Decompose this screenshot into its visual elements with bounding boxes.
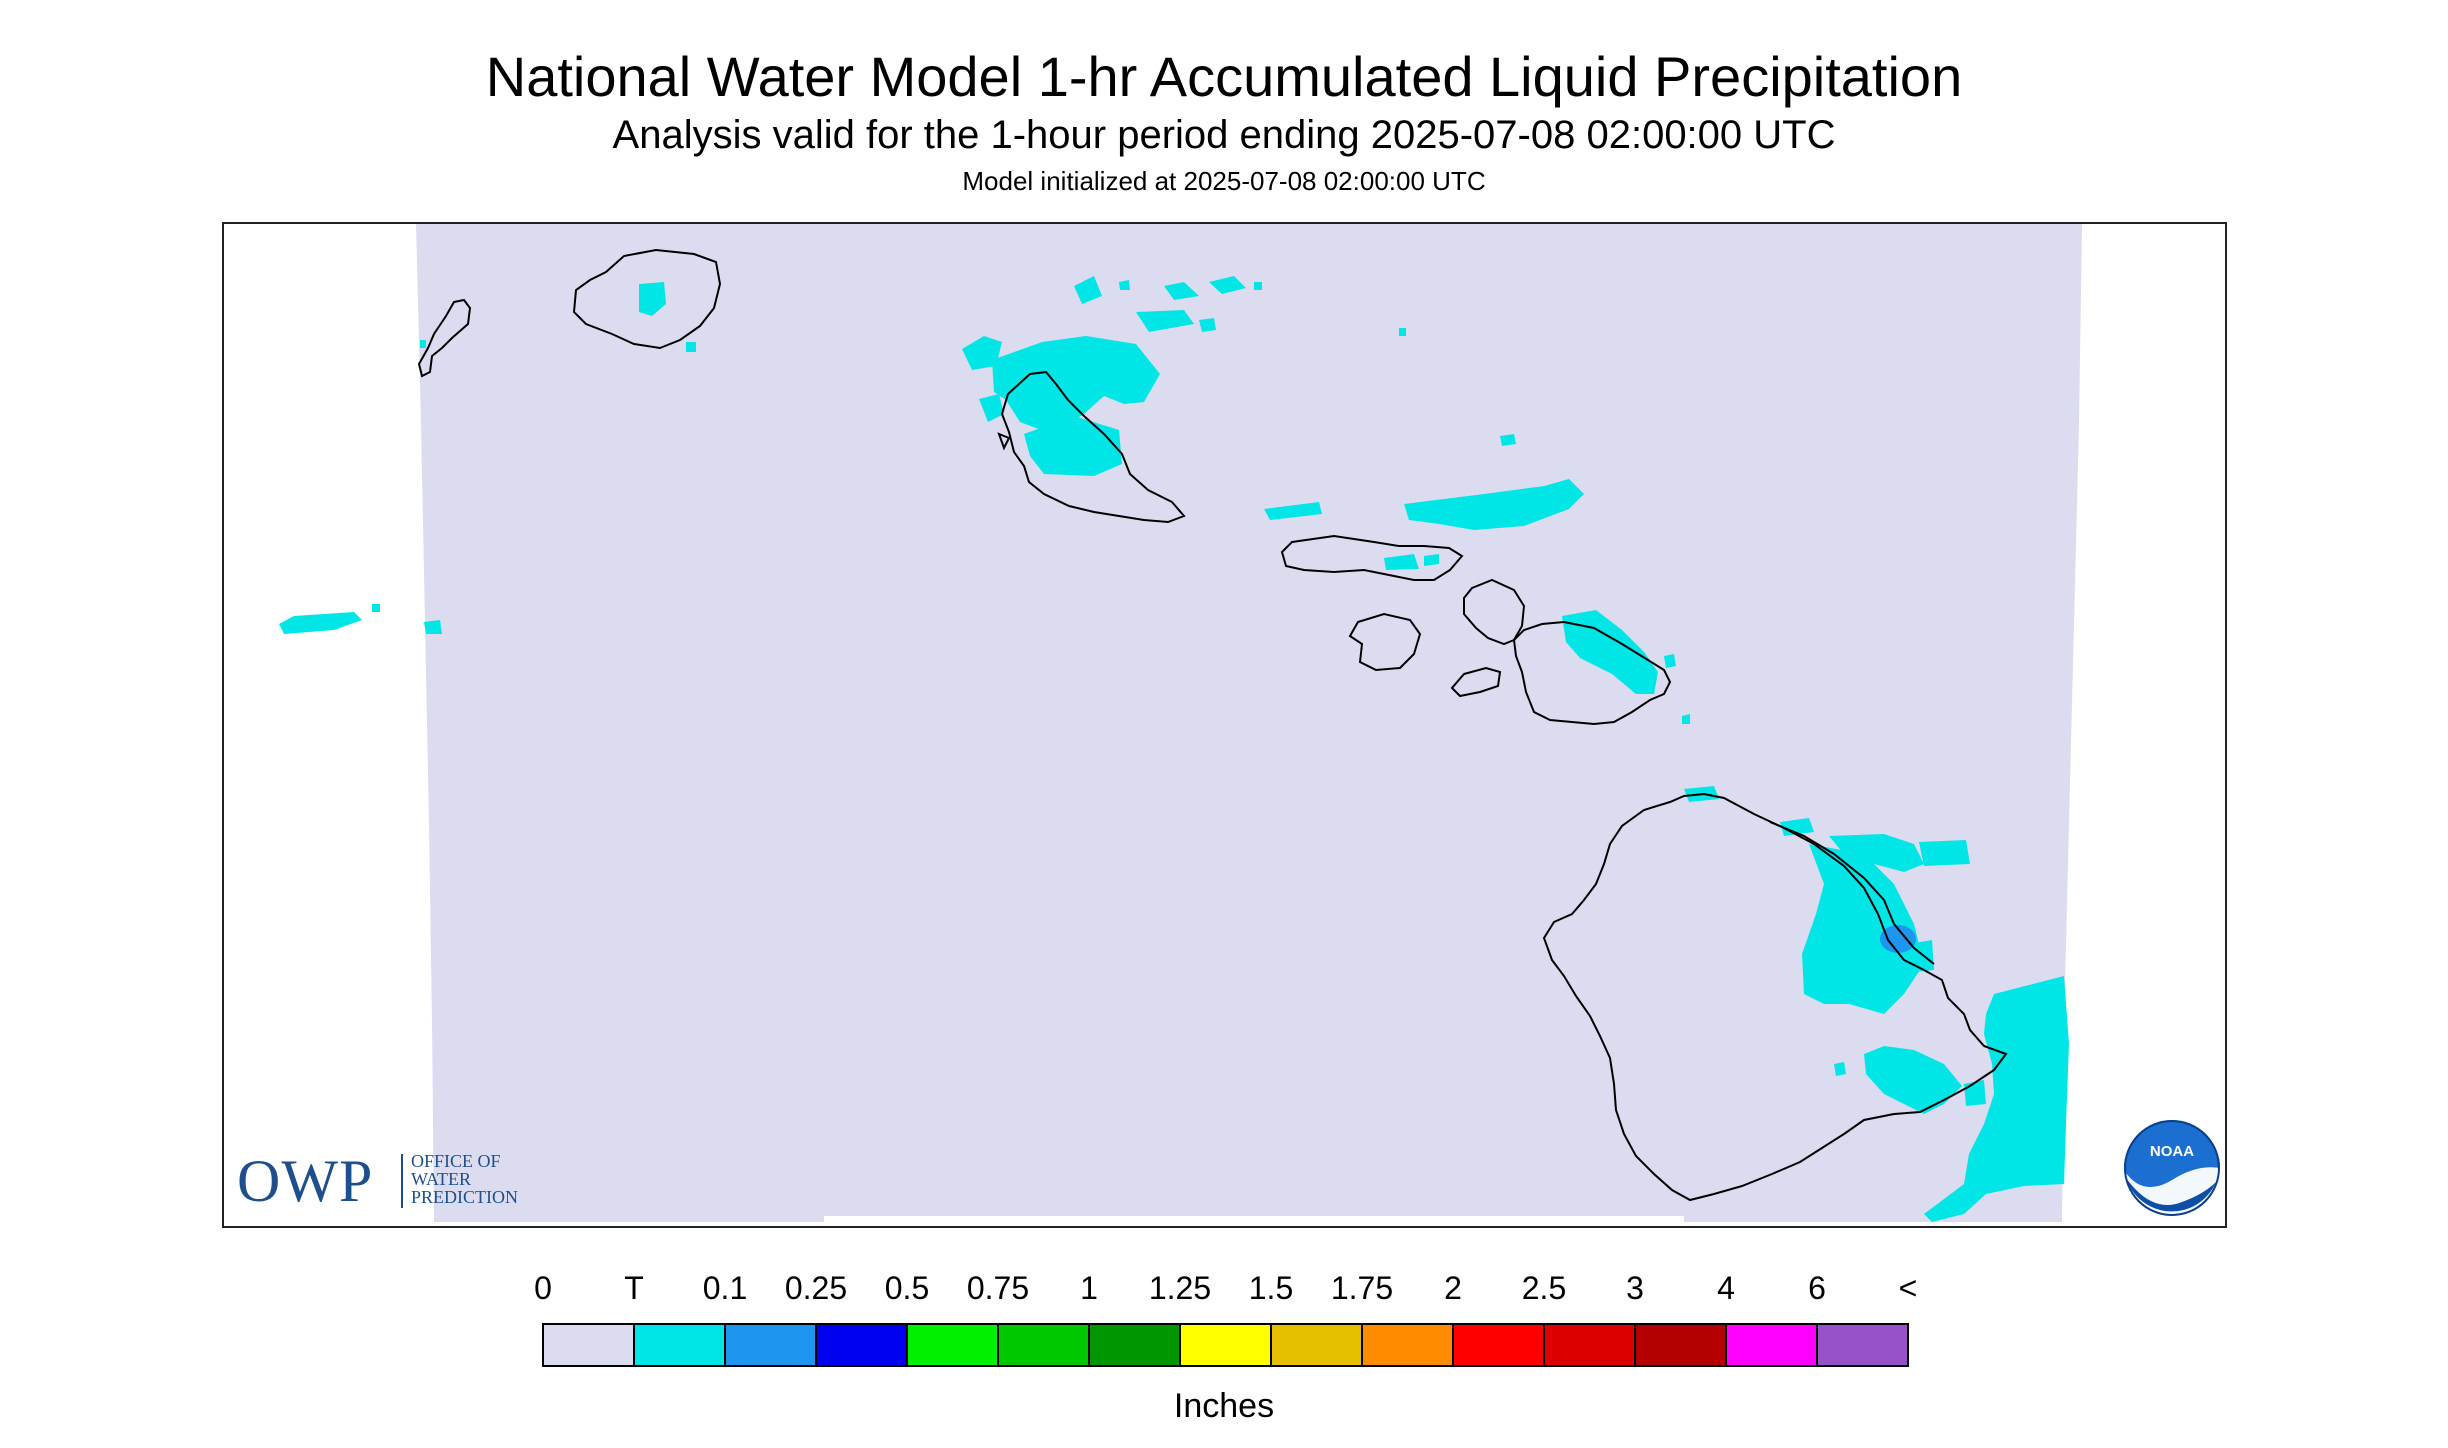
legend-label: 0	[534, 1270, 552, 1306]
precip-area-north-bands	[1074, 276, 1102, 304]
legend-label: 6	[1808, 1270, 1826, 1306]
legend-label: T	[624, 1270, 644, 1306]
precip-area-se-ocean-2	[1964, 1080, 1986, 1106]
precip-area-maui-se	[1682, 714, 1690, 724]
precip-area-north-band-7	[1199, 318, 1216, 332]
precip-area-hawaii-hilo	[1802, 844, 1924, 1014]
legend-swatch	[1181, 1325, 1272, 1365]
owp-logo-letters: OWP	[237, 1148, 374, 1214]
coast-maui-west	[1463, 578, 1526, 646]
legend-label: 1.5	[1248, 1270, 1294, 1306]
precip-area-west-2	[424, 620, 442, 634]
legend-label: 0.1	[702, 1270, 748, 1306]
legend-swatch	[635, 1325, 726, 1365]
precip-area-north-band-2	[1164, 282, 1199, 300]
owp-logo-subtitle: OFFICE OF WATER PREDICTION	[411, 1151, 518, 1207]
coast-kauai	[572, 248, 722, 350]
precip-area-molokai-n	[1404, 479, 1584, 530]
precip-area-molokai-w	[1264, 502, 1322, 520]
legend-swatch	[1363, 1325, 1454, 1365]
legend-label: 0.5	[884, 1270, 930, 1306]
legend-label: 1.75	[1330, 1270, 1394, 1306]
legend-label: 1.25	[1148, 1270, 1212, 1306]
coast-molokai	[1280, 534, 1464, 581]
noaa-logo-text: NOAA	[2150, 1143, 2194, 1160]
legend-swatch	[1454, 1325, 1545, 1365]
map-subtitle: Analysis valid for the 1-hour period end…	[612, 113, 1836, 157]
legend-swatch	[1272, 1325, 1363, 1365]
precip-area-hawaii-ne	[1829, 834, 1924, 872]
precip-area-hawaii-puna-2	[1834, 1062, 1846, 1076]
legend-swatch	[1818, 1325, 1907, 1365]
legend-swatch	[1545, 1325, 1636, 1365]
precip-area-west-3	[372, 604, 380, 612]
precip-area-molokai-e	[1424, 554, 1439, 566]
coast-hawaii	[1542, 792, 2008, 1202]
legend-swatch	[1727, 1325, 1818, 1365]
model-domain	[416, 224, 2082, 1222]
precip-area-kauai-ne	[686, 342, 696, 352]
legend-swatch	[1090, 1325, 1181, 1365]
legend-swatch	[908, 1325, 999, 1365]
legend-label: 2	[1444, 1270, 1462, 1306]
precip-area-west	[279, 612, 362, 634]
legend-swatch	[1636, 1325, 1727, 1365]
precip-area-oahu-w	[979, 394, 1004, 422]
precip-area-north-band-5	[1254, 282, 1262, 290]
precip-area-se-ocean	[1924, 976, 2069, 1222]
precip-map	[279, 224, 2082, 1222]
legend-label: 4	[1717, 1270, 1735, 1306]
coast-lanai	[1348, 612, 1422, 672]
precip-area-far-west	[420, 340, 426, 348]
legend-swatch	[726, 1325, 817, 1365]
precip-area-oahu	[1024, 416, 1122, 476]
precip-area-molokai	[1384, 554, 1419, 570]
noaa-logo: NOAA	[2122, 1118, 2222, 1218]
precip-area-north-band-4	[1119, 280, 1130, 290]
precip-area-maui-e	[1664, 654, 1676, 668]
legend-swatch	[999, 1325, 1090, 1365]
precip-area-hawaii-puna	[1864, 1046, 1962, 1114]
owp-logo-divider	[401, 1154, 403, 1208]
coast-maui-east	[1512, 620, 1672, 726]
precip-area-north-band-6	[1136, 310, 1194, 332]
legend-label: <	[1898, 1270, 1918, 1306]
legend-label: 1	[1080, 1270, 1098, 1306]
coast-kahoolawe	[1450, 666, 1502, 698]
map-title: National Water Model 1-hr Accumulated Li…	[485, 45, 1963, 108]
precip-areas	[279, 276, 2069, 1222]
precip-heavy-spot	[1880, 925, 1916, 953]
precip-area-north-band-3	[1209, 276, 1246, 294]
precip-area-hawaii-ne-2	[1919, 840, 1970, 866]
precip-area-kauai	[639, 282, 666, 316]
legend-label: 2.5	[1521, 1270, 1567, 1306]
legend-label: 3	[1626, 1270, 1644, 1306]
precip-area-oahu-nw	[962, 336, 1002, 370]
precip-area-n-dot-2	[1500, 434, 1516, 446]
precip-area-n-dot	[1399, 328, 1406, 336]
precip-area-oahu-n	[992, 336, 1160, 434]
legend-color-bar	[542, 1323, 1909, 1367]
coast-oahu	[997, 370, 1186, 524]
legend-swatch	[544, 1325, 635, 1365]
legend-label: 0.25	[784, 1270, 848, 1306]
legend-swatch	[817, 1325, 908, 1365]
precip-area-maui-n	[1562, 610, 1658, 694]
coastlines	[417, 248, 2008, 1202]
model-init-time: Model initialized at 2025-07-08 02:00:00…	[962, 166, 1486, 196]
legend-label: 0.75	[966, 1270, 1030, 1306]
map-frame	[222, 222, 2227, 1228]
legend-units: Inches	[1173, 1387, 1275, 1425]
coast-hawaii-ridge	[1769, 821, 1935, 965]
coast-niihau	[417, 298, 472, 378]
